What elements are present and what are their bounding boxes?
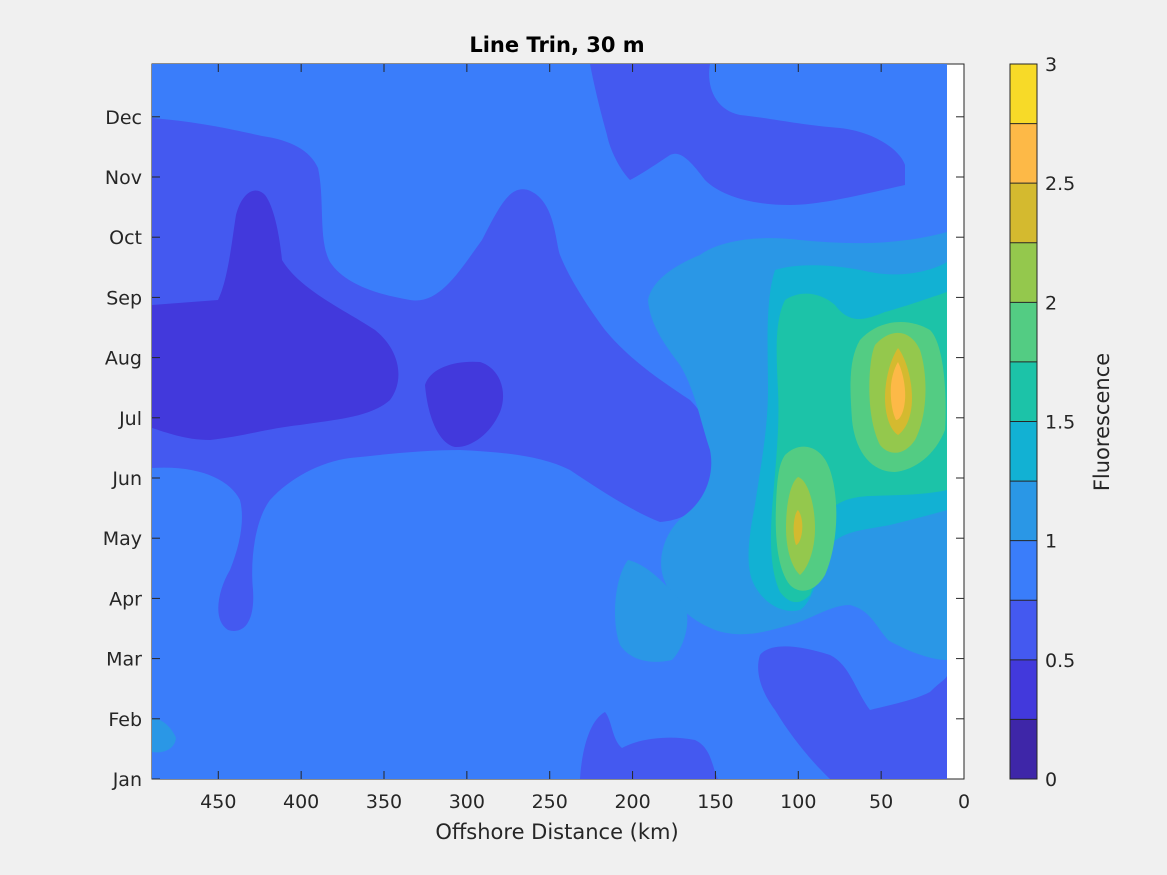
y-tick-label: Jul: [118, 408, 142, 430]
region-low-south-mid: [580, 712, 718, 779]
region-low-mid-core: [425, 361, 504, 448]
colorbar-swatch: [1010, 600, 1037, 660]
y-tick-label: Mar: [106, 649, 142, 671]
y-tick-label: Oct: [109, 227, 142, 249]
colorbar-tick-label: 2.5: [1045, 173, 1075, 195]
colorbar-swatch: [1010, 719, 1037, 779]
colorbar-swatch: [1010, 123, 1037, 184]
colorbar-swatch: [1010, 481, 1037, 541]
region-patch-480-feb: [152, 718, 176, 753]
region-peak-40-2.5: [890, 362, 906, 420]
region-low-south-east: [758, 646, 947, 779]
x-axis-label: Offshore Distance (km): [435, 820, 678, 844]
colorbar-swatch: [1010, 361, 1037, 422]
x-tick-label: 0: [958, 791, 970, 813]
colorbar-tick-label: 0.5: [1045, 650, 1075, 672]
colorbar-frame: [1009, 63, 1038, 780]
colorbar-label: Fluorescence: [1090, 353, 1114, 491]
region-low-northeast: [590, 64, 905, 205]
x-tick-label: 50: [869, 791, 893, 813]
y-tick-label: Apr: [109, 588, 142, 610]
y-tick-label: Nov: [105, 167, 142, 189]
x-tick-label: 150: [697, 791, 733, 813]
colorbar-swatch: [1010, 242, 1037, 303]
x-tick-label: 250: [532, 791, 568, 813]
x-tick-label: 400: [283, 791, 319, 813]
colorbar-swatch: [1010, 421, 1037, 482]
chart-title: Line Trin, 30 m: [469, 33, 644, 57]
x-tick-label: 450: [200, 791, 236, 813]
y-tick-label: Sep: [106, 287, 142, 309]
x-tick-label: 300: [449, 791, 485, 813]
colorbar: 0 0.5 1 1.5 2 2.5 3: [1009, 54, 1075, 791]
y-tick-label: Aug: [105, 348, 142, 370]
y-tick-label: Jan: [112, 769, 142, 791]
colorbar-swatch: [1010, 64, 1037, 124]
colorbar-tick-label: 3: [1045, 54, 1057, 76]
x-tick-label: 350: [366, 791, 402, 813]
region-patch-170-apr: [615, 560, 688, 662]
colorbar-swatch: [1010, 302, 1037, 362]
colorbar-tick-label: 1: [1045, 531, 1057, 553]
colorbar-swatch: [1010, 659, 1037, 720]
colorbar-swatch: [1010, 540, 1037, 601]
y-tick-label: Feb: [108, 709, 142, 731]
x-tick-label: 100: [780, 791, 816, 813]
x-tick-label: 200: [614, 791, 650, 813]
region-low-west-core: [152, 190, 399, 440]
y-tick-label: May: [103, 528, 142, 550]
y-axis: Jan Feb Mar Apr May Jun Jul Aug Sep Oct Nov Dec: [103, 107, 964, 791]
colorbar-tick-label: 2: [1045, 292, 1057, 314]
x-axis: 450 400 350 300 250 200 150 100 50 0: [200, 64, 970, 813]
colorbar-tick-label: 1.5: [1045, 412, 1075, 434]
colorbar-tick-label: 0: [1045, 769, 1057, 791]
colorbar-swatch: [1010, 183, 1037, 243]
y-tick-label: Dec: [105, 107, 142, 129]
region-peak-100-2.25: [793, 510, 803, 545]
contour-fill: [152, 64, 947, 779]
y-tick-label: Jun: [111, 468, 142, 490]
